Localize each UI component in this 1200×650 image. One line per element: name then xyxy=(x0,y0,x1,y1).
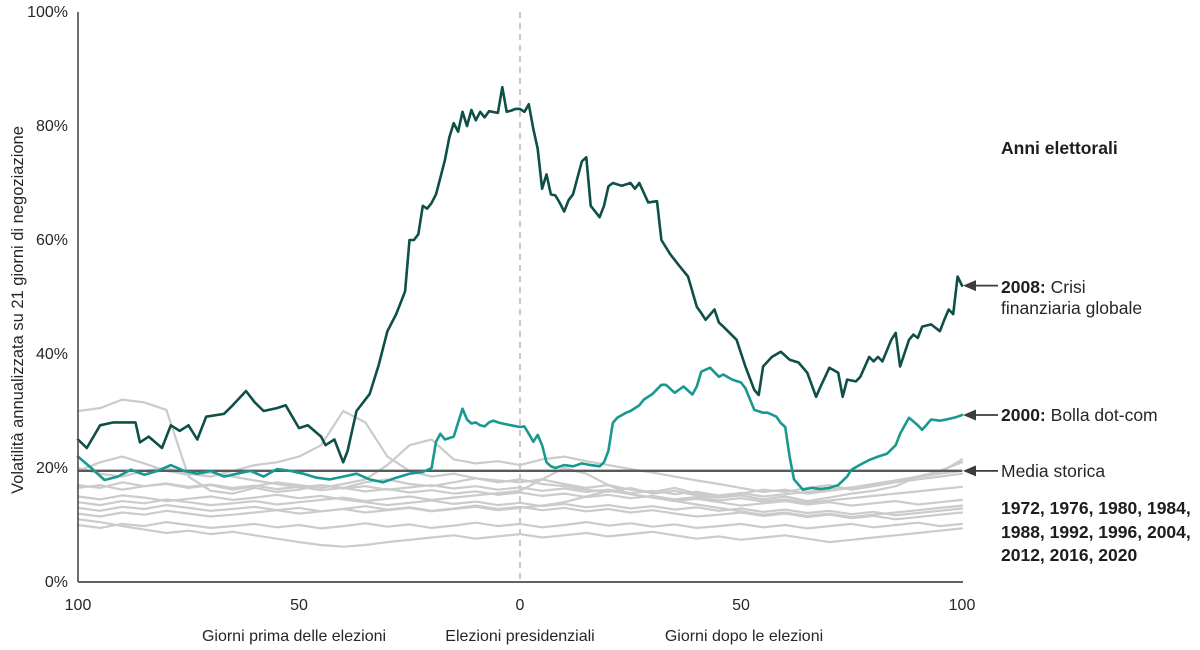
x-tick-plus50: 50 xyxy=(732,597,750,614)
annotation-media-text: Media storica xyxy=(1001,461,1106,481)
annotation-2008-text: Crisi finanziaria globale xyxy=(1001,277,1143,318)
series-line-1984 xyxy=(76,493,964,517)
y-tick-0: 0% xyxy=(44,574,68,591)
x-caption-election: Elezioni presidenziali xyxy=(445,628,595,645)
x-tick-0: 0 xyxy=(515,597,525,614)
x-caption-after: Giorni dopo le elezioni xyxy=(664,628,824,645)
annotation-2000-text: Bolla dot-com xyxy=(1050,405,1158,425)
series-line-2004 xyxy=(76,466,964,507)
y-tick-40: 40% xyxy=(35,346,68,363)
series-line-2016 xyxy=(76,438,964,495)
series-line-1996 xyxy=(76,518,964,548)
y-tick-60: 60% xyxy=(35,232,68,249)
series-line-2008 xyxy=(76,85,964,464)
series-line-1988 xyxy=(76,482,964,504)
series-line-1992 xyxy=(76,489,964,519)
annotation-2008-year: 2008: xyxy=(1001,277,1046,297)
y-tick-80: 80% xyxy=(35,118,68,135)
y-tick-100: 100% xyxy=(27,4,68,21)
annotation-arrowhead-2000 xyxy=(963,409,976,421)
annotation-arrowhead-media xyxy=(963,465,976,477)
annotation-2008: 2008: Crisi finanziaria globale xyxy=(1001,277,1163,319)
y-tick-20: 20% xyxy=(35,460,68,477)
annotation-media-storica: Media storica xyxy=(1001,461,1200,482)
series-line-1972 xyxy=(76,520,964,530)
annotation-2000: 2000: Bolla dot-com xyxy=(1001,405,1200,426)
series-line-1980 xyxy=(76,409,964,499)
series-line-2000 xyxy=(76,366,964,492)
legend-title: Anni elettorali xyxy=(1001,138,1118,158)
other-election-years-list: 1972, 1976, 1980, 1984, 1988, 1992, 1996… xyxy=(1001,498,1191,565)
x-tick-minus50: 50 xyxy=(290,597,308,614)
series-line-2020 xyxy=(76,398,964,503)
annotation-2000-year: 2000: xyxy=(1001,405,1046,425)
x-caption-before: Giorni prima delle elezioni xyxy=(201,628,387,645)
x-tick-minus100: 100 xyxy=(64,597,92,614)
annotation-arrowhead-2008 xyxy=(963,280,976,292)
x-tick-plus100: 100 xyxy=(948,597,976,614)
